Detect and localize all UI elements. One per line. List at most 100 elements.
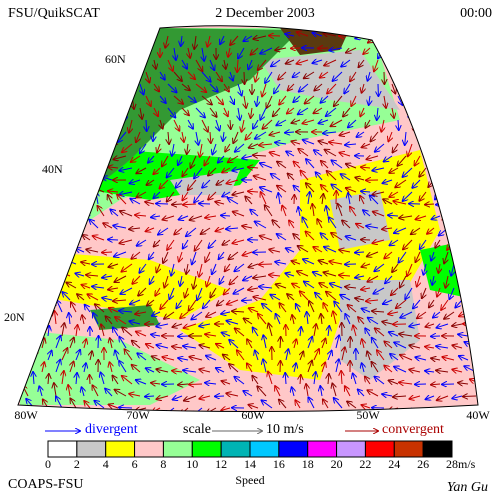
wind-arrow bbox=[331, 119, 343, 126]
wind-arrow bbox=[163, 251, 169, 263]
lat-label: 20N bbox=[4, 310, 25, 324]
wind-arrow bbox=[11, 84, 14, 93]
wind-arrow bbox=[218, 155, 225, 163]
wind-arrow bbox=[411, 227, 421, 234]
wind-arrow bbox=[167, 239, 175, 250]
wind-arrow bbox=[104, 131, 113, 137]
lon-label: 70W bbox=[126, 408, 150, 422]
wind-arrow bbox=[146, 179, 155, 185]
wind-arrow bbox=[375, 328, 385, 337]
wind-arrow bbox=[363, 47, 371, 54]
wind-arrow bbox=[465, 179, 477, 187]
wind-arrow bbox=[431, 384, 441, 385]
wind-arrow bbox=[441, 299, 449, 310]
wind-arrow bbox=[390, 354, 399, 361]
wind-arrow bbox=[238, 107, 240, 120]
wind-arrow bbox=[314, 372, 316, 385]
wind-arrow bbox=[297, 60, 309, 64]
wind-arrow bbox=[449, 287, 455, 299]
wind-arrow bbox=[143, 47, 146, 59]
wind-arrow bbox=[221, 312, 231, 314]
wind-arrow bbox=[75, 132, 85, 133]
wind-arrow bbox=[430, 155, 434, 164]
wind-arrow bbox=[425, 119, 431, 130]
wind-arrow bbox=[135, 215, 147, 216]
wind-arrow bbox=[329, 261, 343, 264]
wind-arrow bbox=[357, 131, 365, 137]
wind-arrow bbox=[362, 339, 364, 349]
wind-arrow bbox=[138, 287, 147, 296]
wind-arrow bbox=[60, 32, 71, 36]
wind-arrow bbox=[153, 191, 161, 198]
wind-arrow bbox=[130, 180, 141, 183]
legend-divergent: divergent bbox=[85, 422, 138, 437]
wind-arrow bbox=[195, 239, 203, 251]
wind-arrow bbox=[365, 328, 371, 337]
wind-arrow bbox=[119, 407, 133, 408]
wind-arrow bbox=[136, 131, 140, 142]
wind-arrow bbox=[412, 179, 421, 188]
wind-arrow bbox=[396, 47, 398, 58]
wind-arrow bbox=[209, 83, 218, 92]
wind-arrow bbox=[48, 351, 52, 361]
wind-arrow bbox=[212, 263, 216, 274]
wind-arrow bbox=[463, 287, 469, 297]
colorbar-unit: m/s bbox=[458, 457, 476, 471]
wind-arrow bbox=[210, 287, 217, 297]
wind-arrow bbox=[212, 143, 216, 154]
wind-arrow bbox=[333, 311, 336, 325]
wind-arrow bbox=[187, 71, 195, 79]
wind-arrow bbox=[119, 337, 127, 349]
wind-arrow bbox=[405, 83, 413, 95]
wind-arrow bbox=[182, 167, 189, 176]
wind-arrow bbox=[205, 334, 217, 336]
wind-arrow bbox=[461, 239, 469, 247]
wind-arrow bbox=[324, 247, 337, 253]
wind-arrow bbox=[452, 143, 454, 156]
wind-arrow bbox=[279, 303, 287, 313]
wind-arrow bbox=[372, 311, 385, 312]
wind-arrow bbox=[368, 71, 370, 81]
wind-arrow bbox=[206, 407, 217, 412]
wind-arrow bbox=[287, 107, 295, 113]
wind-arrow bbox=[99, 95, 105, 107]
wind-arrow bbox=[82, 387, 84, 397]
wind-arrow bbox=[174, 47, 176, 60]
wind-arrow bbox=[76, 325, 77, 337]
wind-arrow bbox=[350, 71, 357, 81]
wind-arrow bbox=[442, 357, 455, 360]
lon-label: 50W bbox=[356, 408, 380, 422]
wind-arrow bbox=[461, 167, 469, 175]
wind-arrow bbox=[93, 163, 105, 169]
wind-arrow bbox=[157, 143, 160, 152]
wind-arrow bbox=[308, 192, 310, 205]
wind-arrow bbox=[425, 204, 435, 205]
wind-arrow bbox=[205, 383, 217, 384]
wind-arrow bbox=[293, 234, 301, 241]
wind-arrow bbox=[154, 59, 156, 69]
wind-arrow bbox=[372, 338, 379, 349]
wind-arrow bbox=[345, 314, 351, 325]
wind-arrow bbox=[146, 368, 155, 372]
wind-arrow bbox=[66, 141, 77, 144]
wind-arrow bbox=[232, 192, 245, 195]
wind-arrow bbox=[90, 351, 92, 361]
wind-arrow bbox=[5, 177, 14, 180]
wind-arrow bbox=[440, 179, 449, 189]
wind-arrow bbox=[297, 271, 309, 277]
wind-arrow bbox=[384, 251, 393, 258]
wind-arrow bbox=[102, 276, 113, 278]
wind-arrow bbox=[419, 167, 427, 177]
wind-arrow bbox=[322, 339, 325, 349]
wind-arrow bbox=[199, 324, 211, 326]
wind-arrow bbox=[345, 386, 351, 397]
wind-arrow bbox=[140, 83, 144, 94]
wind-arrow bbox=[229, 340, 239, 349]
wind-arrow bbox=[150, 275, 154, 284]
wind-arrow bbox=[81, 143, 91, 144]
wind-arrow bbox=[330, 283, 343, 289]
wind-arrow bbox=[355, 177, 365, 180]
wind-arrow bbox=[425, 71, 433, 80]
wind-arrow bbox=[275, 262, 287, 264]
wind-arrow bbox=[230, 119, 231, 129]
